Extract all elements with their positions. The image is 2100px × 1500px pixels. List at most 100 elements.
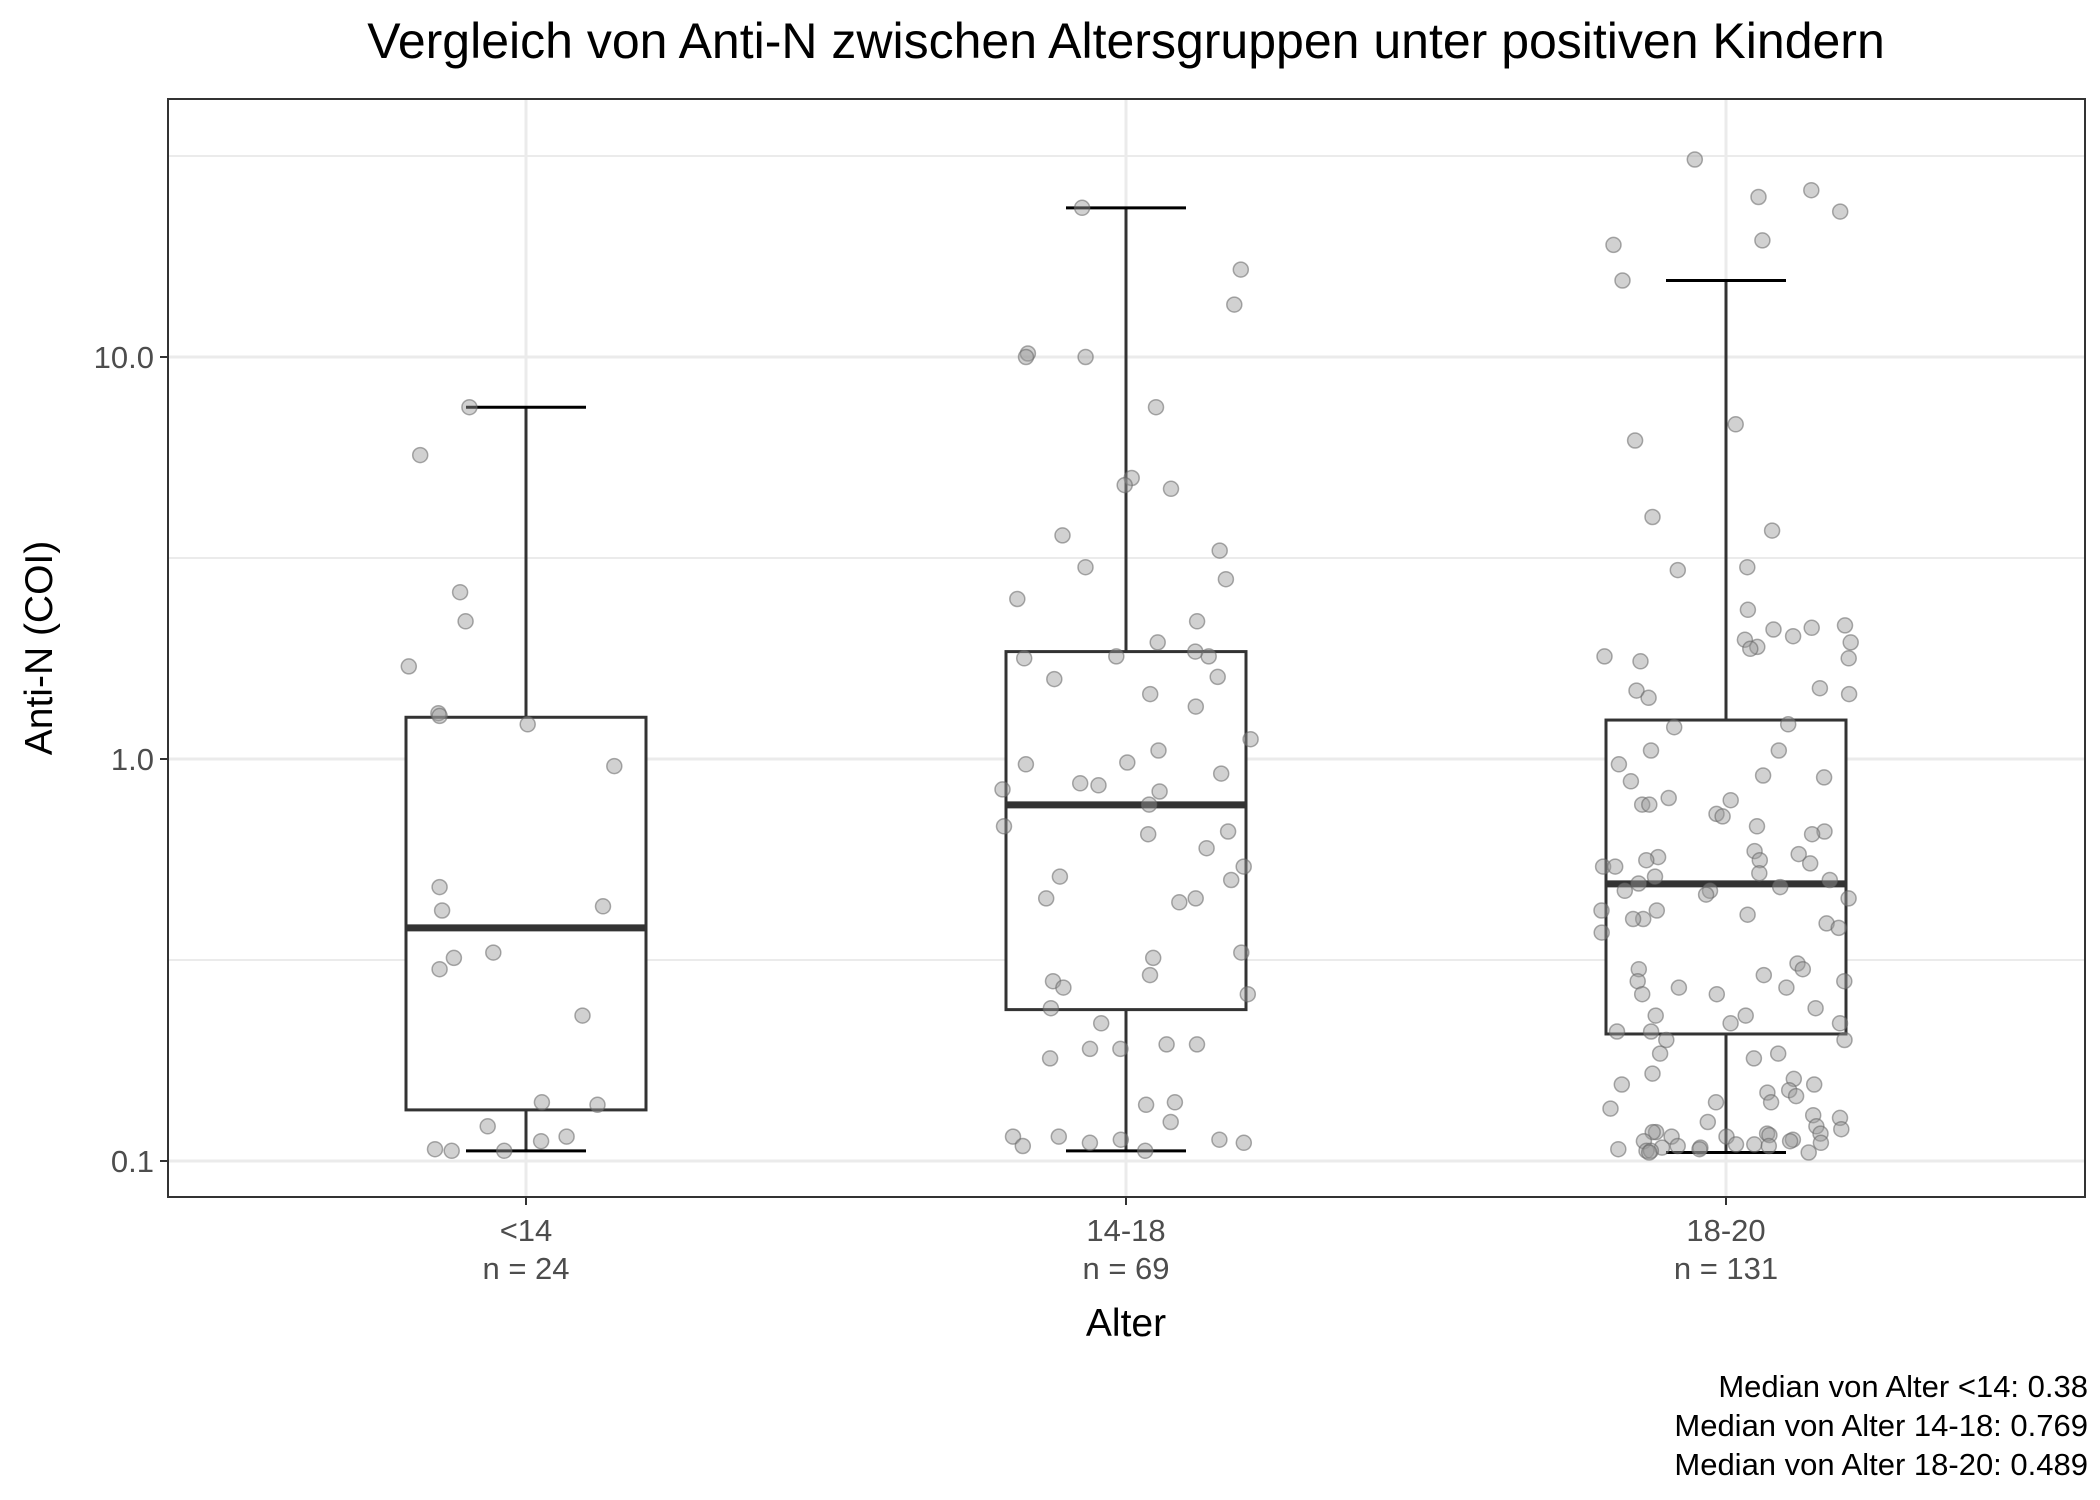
data-point: [1616, 882, 1634, 900]
data-point: [1746, 1136, 1763, 1153]
data-point: [1108, 648, 1125, 665]
data-point: [1090, 777, 1107, 794]
data-point: [1141, 685, 1159, 703]
data-point: [1212, 765, 1230, 782]
x-tick-count-label: n = 69: [1082, 1251, 1169, 1286]
data-point: [1628, 682, 1645, 699]
data-point: [495, 1142, 513, 1160]
data-point: [1739, 558, 1756, 576]
data-point: [1092, 1015, 1110, 1032]
data-point: [1593, 924, 1610, 941]
data-point: [1046, 670, 1063, 688]
y-tick-label: 1.0: [111, 742, 154, 777]
data-point: [1765, 621, 1782, 638]
data-point: [1222, 871, 1240, 889]
data-point: [1605, 236, 1622, 254]
y-axis-title: Anti-N (COI): [18, 541, 61, 756]
data-point: [1622, 773, 1640, 790]
data-point: [1624, 910, 1642, 928]
data-point: [1198, 839, 1215, 857]
data-point: [1219, 823, 1237, 840]
data-point: [431, 878, 448, 896]
data-point: [1760, 1137, 1778, 1155]
data-point: [1821, 871, 1839, 889]
data-point: [589, 1096, 606, 1114]
y-tick-label: 0.1: [111, 1144, 154, 1179]
data-point: [1594, 858, 1612, 875]
data-point: [1669, 1137, 1686, 1155]
data-point: [1137, 1096, 1155, 1114]
data-point: [533, 1094, 551, 1111]
data-point: [1739, 601, 1757, 619]
data-point: [1626, 432, 1644, 449]
data-point: [1119, 754, 1136, 771]
data-point: [594, 898, 612, 915]
data-point: [1831, 203, 1849, 220]
data-point: [1771, 878, 1789, 896]
data-point: [1644, 1065, 1661, 1082]
data-point: [606, 757, 623, 775]
data-point: [1699, 1113, 1717, 1131]
data-point: [1139, 825, 1157, 843]
data-point: [1610, 756, 1628, 773]
data-point: [1009, 590, 1026, 608]
data-point: [1779, 716, 1797, 733]
data-point: [1136, 1142, 1154, 1160]
data-point: [1140, 796, 1158, 813]
data-point: [1660, 789, 1677, 807]
data-point: [1200, 648, 1217, 665]
data-point: [431, 960, 448, 978]
data-point: [485, 944, 502, 961]
box-iqr: [1604, 718, 1848, 1036]
data-point: [1188, 1036, 1206, 1053]
data-point: [1235, 1134, 1253, 1152]
data-point: [1751, 864, 1768, 882]
data-point: [1014, 1137, 1032, 1155]
data-point: [1041, 1050, 1059, 1067]
data-point: [1663, 1128, 1680, 1145]
data-point: [1670, 979, 1688, 996]
data-point: [1050, 1128, 1068, 1145]
data-point: [1794, 960, 1812, 978]
data-point: [1722, 791, 1739, 809]
data-point: [1784, 627, 1802, 645]
x-tick-label: 18-20: [1686, 1213, 1765, 1248]
data-point: [1162, 480, 1180, 498]
data-point: [1665, 718, 1683, 736]
data-point: [1015, 650, 1033, 667]
data-point: [1840, 890, 1857, 907]
data-point: [1051, 868, 1069, 885]
data-point: [1640, 689, 1657, 707]
box-group: [1004, 206, 1248, 1153]
data-point: [1742, 640, 1759, 658]
data-point: [1669, 561, 1687, 579]
data-point: [1610, 1140, 1627, 1158]
data-point: [1646, 868, 1664, 885]
data-point: [1166, 1094, 1184, 1111]
x-axis-title: Alter: [1086, 1302, 1166, 1345]
data-point: [1211, 1131, 1228, 1148]
data-point: [1640, 1144, 1658, 1161]
data-point: [1815, 769, 1833, 786]
data-point: [1642, 742, 1660, 759]
data-point: [1830, 919, 1847, 937]
y-tick-label: 10.0: [94, 340, 154, 375]
data-point: [1755, 966, 1773, 984]
data-point: [1686, 151, 1704, 168]
data-point: [1790, 845, 1807, 863]
caption-line-3: Median von Alter 18-20: 0.489: [1674, 1447, 2088, 1482]
data-point: [1630, 960, 1648, 978]
data-point: [1593, 902, 1610, 919]
data-point: [1745, 1050, 1763, 1067]
data-point: [1151, 783, 1168, 800]
data-point: [1630, 875, 1647, 892]
data-point: [1171, 894, 1188, 911]
data-point: [1727, 1136, 1745, 1153]
data-point: [1608, 1023, 1626, 1040]
data-point: [1042, 999, 1060, 1017]
data-point: [1644, 508, 1661, 526]
data-point: [1769, 1045, 1787, 1062]
data-point: [1239, 985, 1257, 1003]
data-point: [1226, 296, 1243, 313]
